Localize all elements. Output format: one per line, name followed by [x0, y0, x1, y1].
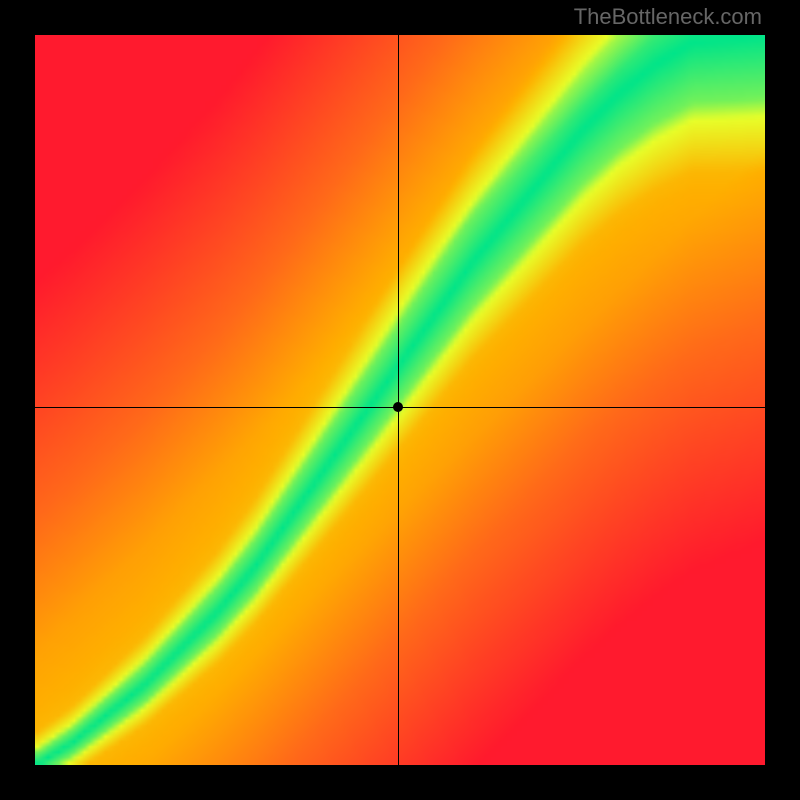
- watermark-text: TheBottleneck.com: [574, 4, 762, 30]
- plot-area: [35, 35, 765, 765]
- crosshair-marker: [393, 402, 403, 412]
- crosshair-vertical: [398, 35, 399, 765]
- heatmap-canvas: [35, 35, 765, 765]
